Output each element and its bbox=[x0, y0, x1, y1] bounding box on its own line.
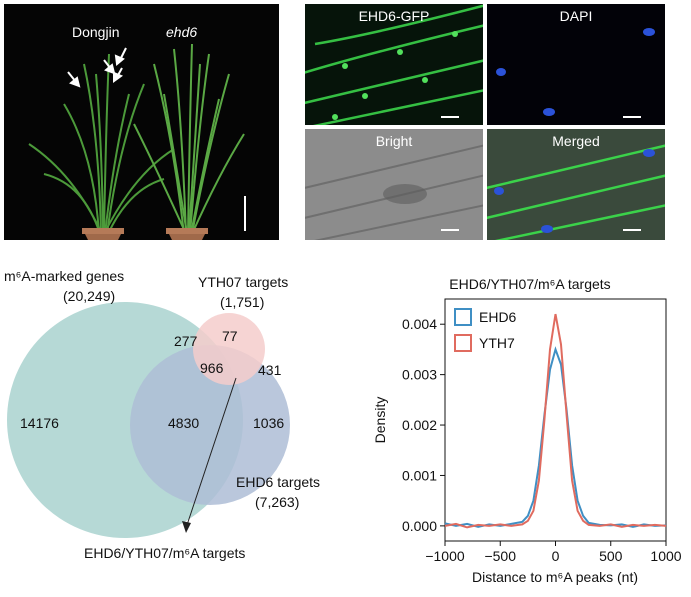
venn-m6a-count: (20,249) bbox=[63, 288, 116, 304]
venn-value-all-three: 966 bbox=[200, 360, 224, 376]
micro-panel-merged: Merged bbox=[487, 129, 665, 240]
venn-m6a-title: m⁶A-marked genes bbox=[4, 268, 125, 284]
venn-value-m6a-yth: 277 bbox=[174, 333, 198, 349]
y-axis-label: Density bbox=[372, 397, 388, 444]
venn-diagram bbox=[7, 302, 290, 538]
x-tick-label: 500 bbox=[599, 548, 623, 564]
legend-swatch-ehd6 bbox=[454, 308, 472, 326]
series-line-ehd6 bbox=[444, 346, 667, 528]
x-axis-label: Distance to m⁶A peaks (nt) bbox=[472, 569, 638, 585]
plant-label-ehd6: ehd6 bbox=[166, 24, 198, 40]
y-tick-label: 0.001 bbox=[402, 467, 437, 483]
micro-panel-bright: Bright bbox=[305, 129, 483, 240]
plant-photo-illustration bbox=[28, 43, 246, 240]
venn-ehd-count: (7,263) bbox=[255, 494, 300, 510]
x-tick-label: −1000 bbox=[425, 548, 465, 564]
venn-value-yth-only: 77 bbox=[222, 328, 238, 344]
venn-circle-ehd6 bbox=[130, 345, 290, 505]
x-tick-label: 1000 bbox=[650, 548, 681, 564]
legend-swatch-yth7 bbox=[454, 334, 472, 352]
venn-yth-count: (1,751) bbox=[220, 294, 265, 310]
arrow-icon bbox=[67, 47, 127, 88]
chart-title: EHD6/YTH07/m⁶A targets bbox=[449, 276, 610, 292]
y-tick-label: 0.004 bbox=[402, 316, 437, 332]
plant-label-dongjin: Dongjin bbox=[72, 24, 120, 40]
series-line-yth7 bbox=[444, 313, 667, 529]
scale-bar bbox=[441, 116, 459, 118]
venn-value-ehd-only: 1036 bbox=[253, 415, 285, 431]
venn-ehd-title: EHD6 targets bbox=[236, 474, 321, 490]
bright-image bbox=[305, 144, 483, 240]
venn-value-yth-ehd: 431 bbox=[258, 362, 282, 378]
venn-arrow-head bbox=[182, 521, 191, 533]
scale-bar bbox=[441, 229, 459, 231]
micro-label-gfp: EHD6-GFP bbox=[358, 8, 430, 24]
micro-label-bright: Bright bbox=[375, 133, 413, 149]
scale-bar bbox=[623, 229, 641, 231]
venn-value-m6a-only: 14176 bbox=[20, 415, 59, 431]
legend-label-yth7: YTH7 bbox=[479, 335, 515, 351]
y-tick-label: 0.000 bbox=[402, 518, 437, 534]
plant-photo-panel: Dongjin ehd6 bbox=[4, 4, 279, 240]
merged-image bbox=[487, 144, 665, 240]
x-tick-label: 0 bbox=[552, 548, 560, 564]
micro-panel-gfp: EHD6-GFP bbox=[305, 4, 483, 125]
density-chart: EHD6/YTH07/m⁶A targets Density Distance … bbox=[372, 276, 682, 585]
venn-circle-yth07 bbox=[193, 313, 265, 385]
venn-yth-title: YTH07 targets bbox=[198, 274, 289, 290]
venn-arrow-line bbox=[186, 377, 237, 526]
micro-label-merged: Merged bbox=[552, 133, 600, 149]
y-tick-label: 0.002 bbox=[402, 417, 437, 433]
micro-label-dapi: DAPI bbox=[559, 8, 593, 24]
x-tick-label: −500 bbox=[484, 548, 516, 564]
scale-bar bbox=[623, 116, 641, 118]
venn-value-m6a-ehd: 4830 bbox=[168, 415, 200, 431]
gfp-image bbox=[305, 4, 483, 125]
legend-label-ehd6: EHD6 bbox=[479, 309, 517, 325]
venn-arrow-label: EHD6/YTH07/m⁶A targets bbox=[84, 545, 246, 561]
micro-panel-dapi: DAPI bbox=[487, 4, 665, 125]
scale-bar bbox=[244, 196, 246, 231]
y-tick-label: 0.003 bbox=[402, 367, 437, 383]
dapi-image bbox=[496, 28, 655, 116]
